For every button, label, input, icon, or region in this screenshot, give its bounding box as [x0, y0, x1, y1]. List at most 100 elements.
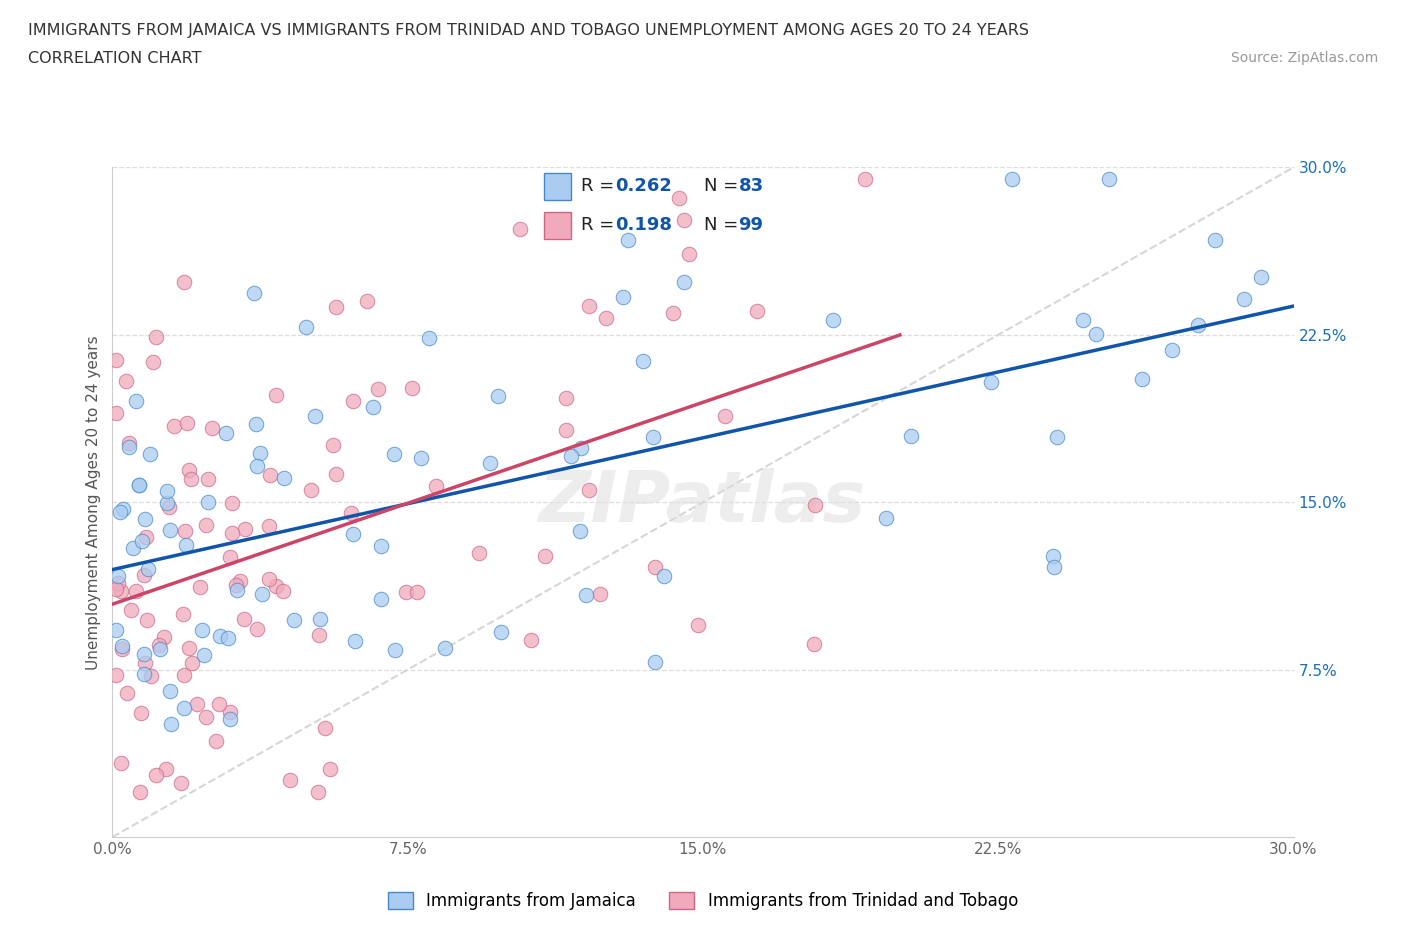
Point [197, 494, 219, 509]
Point [299, 482, 322, 497]
Point [134, 646, 156, 661]
Legend: Immigrants from Jamaica, Immigrants from Trinidad and Tobago: Immigrants from Jamaica, Immigrants from… [381, 885, 1025, 917]
Point [186, 697, 208, 711]
Text: Source: ZipAtlas.com: Source: ZipAtlas.com [1230, 51, 1378, 65]
Text: N =: N = [704, 177, 744, 194]
Point [308, 628, 330, 643]
Point [180, 472, 202, 486]
Point [208, 697, 231, 711]
Point [533, 549, 555, 564]
Point [1084, 326, 1107, 341]
Point [1098, 171, 1121, 186]
Point [125, 583, 148, 598]
Text: IMMIGRANTS FROM JAMAICA VS IMMIGRANTS FROM TRINIDAD AND TOBAGO UNEMPLOYMENT AMON: IMMIGRANTS FROM JAMAICA VS IMMIGRANTS FR… [28, 23, 1029, 38]
Text: R =: R = [581, 177, 620, 194]
Text: 0.198: 0.198 [614, 216, 672, 233]
Point [233, 612, 256, 627]
FancyBboxPatch shape [544, 212, 571, 239]
Point [264, 387, 287, 402]
Point [135, 612, 157, 627]
Point [612, 290, 634, 305]
Point [105, 405, 128, 420]
Point [250, 587, 273, 602]
Point [1130, 372, 1153, 387]
Point [156, 484, 179, 498]
Point [714, 409, 737, 424]
Point [132, 666, 155, 681]
Point [226, 582, 249, 597]
Point [181, 656, 204, 671]
Point [139, 669, 162, 684]
Point [875, 511, 897, 525]
Point [821, 312, 844, 327]
Y-axis label: Unemployment Among Ages 20 to 24 years: Unemployment Among Ages 20 to 24 years [86, 335, 101, 670]
Point [342, 393, 364, 408]
Point [1001, 171, 1024, 186]
Point [197, 472, 219, 486]
Point [1161, 342, 1184, 357]
Point [319, 762, 342, 777]
Point [111, 639, 134, 654]
Point [190, 579, 212, 594]
Point [588, 587, 610, 602]
Point [434, 640, 457, 655]
Point [307, 785, 329, 800]
Point [652, 569, 675, 584]
Point [160, 716, 183, 731]
Point [131, 533, 153, 548]
Point [678, 246, 700, 261]
Point [107, 568, 129, 583]
Point [295, 320, 318, 335]
Point [569, 441, 592, 456]
Point [673, 212, 696, 227]
Point [159, 684, 181, 698]
Point [115, 374, 138, 389]
Point [644, 560, 666, 575]
Point [201, 421, 224, 436]
Point [243, 286, 266, 300]
Point [308, 612, 330, 627]
Point [560, 449, 582, 464]
Text: R =: R = [581, 216, 620, 233]
Point [194, 710, 217, 724]
Point [745, 303, 768, 318]
Point [142, 355, 165, 370]
Point [264, 578, 287, 593]
Point [107, 576, 129, 591]
Point [257, 518, 280, 533]
Point [132, 567, 155, 582]
Point [356, 293, 378, 308]
Point [145, 330, 167, 345]
Point [1250, 270, 1272, 285]
Point [1046, 429, 1069, 444]
Point [153, 630, 176, 644]
Point [643, 429, 665, 444]
Point [804, 498, 827, 512]
Point [384, 643, 406, 658]
Point [249, 445, 271, 460]
Point [575, 588, 598, 603]
Point [519, 633, 541, 648]
Point [853, 171, 876, 186]
Point [554, 390, 576, 405]
Point [489, 624, 512, 639]
Point [193, 647, 215, 662]
Point [157, 499, 180, 514]
Point [215, 426, 238, 441]
Point [176, 416, 198, 431]
Point [370, 538, 392, 553]
Point [246, 458, 269, 473]
Point [803, 637, 825, 652]
Point [1042, 549, 1064, 564]
Point [668, 190, 690, 205]
Point [273, 471, 295, 485]
Point [401, 380, 423, 395]
Point [173, 668, 195, 683]
Point [1043, 559, 1066, 574]
Point [105, 668, 128, 683]
Point [179, 463, 201, 478]
Point [246, 621, 269, 636]
Point [135, 530, 157, 545]
Point [134, 512, 156, 526]
Point [370, 591, 392, 606]
